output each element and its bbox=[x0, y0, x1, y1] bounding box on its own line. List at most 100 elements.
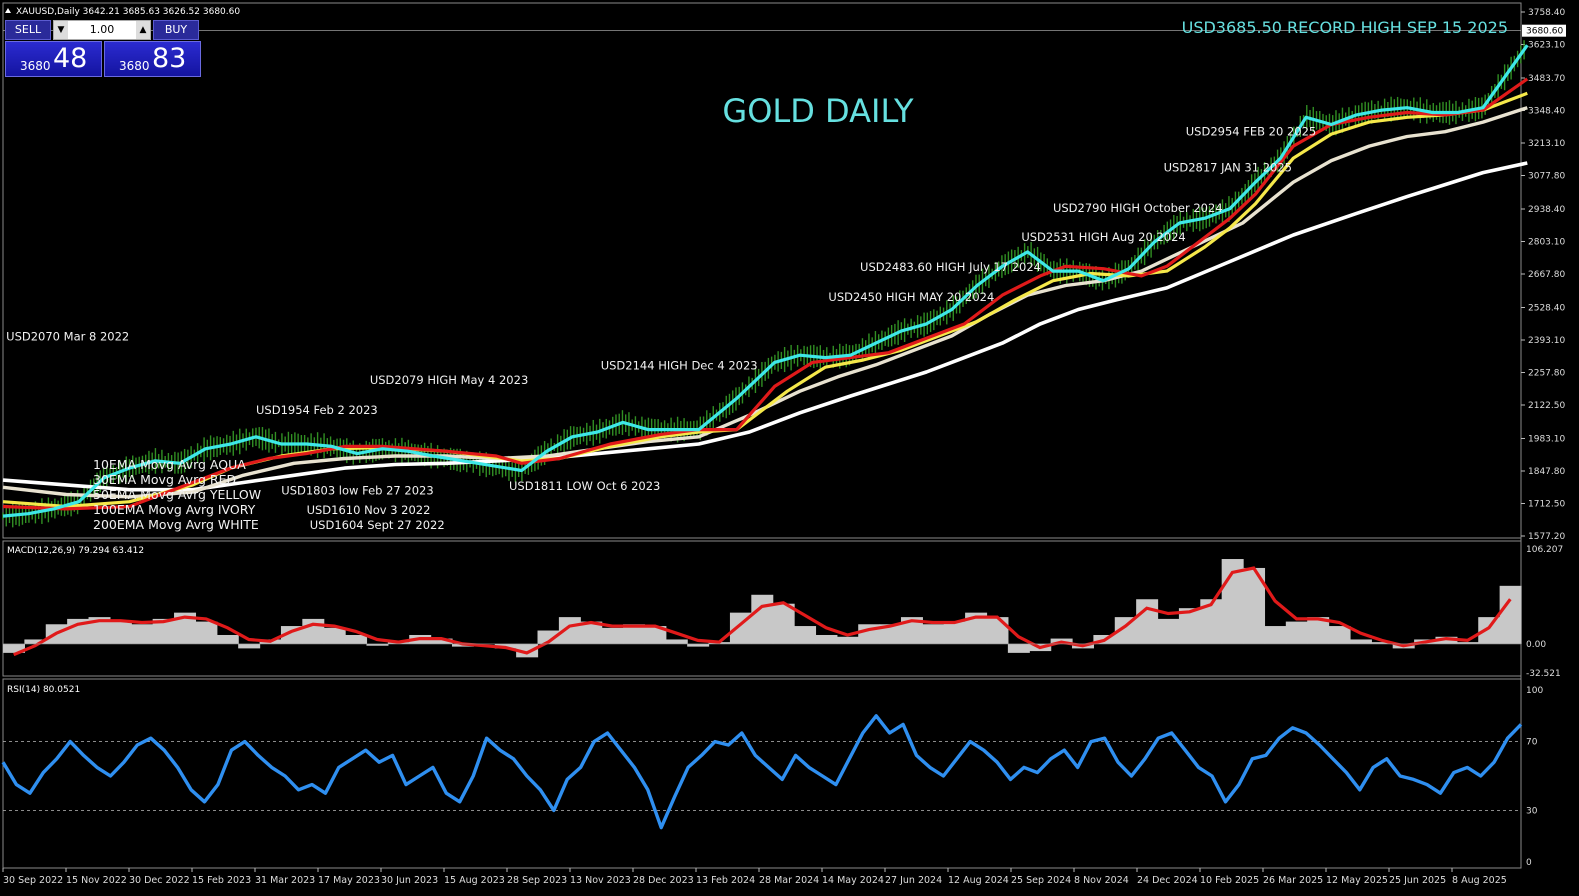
sell-price-small: 3680 bbox=[20, 59, 51, 73]
macd-bar bbox=[516, 643, 539, 658]
macd-bar bbox=[131, 624, 154, 644]
price-tick-label: 2938.40 bbox=[1528, 205, 1565, 215]
price-tick-label: 2122.50 bbox=[1528, 401, 1565, 411]
macd-bar bbox=[537, 630, 560, 644]
buy-price-big: 83 bbox=[152, 43, 187, 74]
price-tick-label: 2528.40 bbox=[1528, 303, 1565, 313]
legend-entry: 30EMA Movg Avrg RED bbox=[93, 472, 236, 487]
macd-bar bbox=[1285, 621, 1308, 644]
lot-size-field[interactable]: ▼ 1.00 ▲ bbox=[53, 20, 151, 40]
buy-price-box[interactable]: 3680 83 bbox=[104, 41, 201, 77]
macd-bar bbox=[900, 617, 923, 644]
chart-title: GOLD DAILY bbox=[722, 92, 914, 130]
price-tick-label: 3213.10 bbox=[1528, 139, 1565, 149]
macd-bar bbox=[644, 626, 667, 644]
price-annotation: USD2070 Mar 8 2022 bbox=[6, 330, 129, 344]
macd-bar bbox=[623, 624, 646, 644]
date-tick-label: 13 Nov 2023 bbox=[570, 875, 631, 886]
date-tick-label: 28 Mar 2024 bbox=[759, 875, 819, 886]
date-tick-label: 26 Mar 2025 bbox=[1263, 875, 1323, 886]
macd-bar bbox=[216, 634, 239, 644]
macd-bar bbox=[1435, 636, 1458, 644]
rsi-tick-label: 70 bbox=[1526, 738, 1538, 748]
rsi-line bbox=[1, 714, 1523, 830]
macd-bar bbox=[174, 612, 197, 644]
macd-bar bbox=[3, 643, 25, 653]
sell-price-big: 48 bbox=[53, 43, 88, 74]
macd-bar bbox=[1200, 599, 1223, 644]
sell-button[interactable]: SELL bbox=[5, 20, 51, 40]
date-tick-label: 28 Sep 2023 bbox=[507, 875, 567, 886]
macd-bar bbox=[24, 639, 47, 644]
macd-bar bbox=[238, 643, 261, 649]
current-price-tag bbox=[1522, 24, 1566, 37]
macd-bar bbox=[152, 618, 175, 644]
date-tick-label: 30 Jun 2023 bbox=[381, 875, 438, 886]
date-tick-label: 8 Nov 2024 bbox=[1074, 875, 1129, 886]
macd-bar bbox=[772, 603, 795, 644]
macd-bar bbox=[1328, 626, 1351, 644]
macd-bar bbox=[879, 624, 902, 644]
symbol-header: XAUUSD,Daily 3642.21 3685.63 3626.52 368… bbox=[16, 7, 240, 17]
date-tick-label: 10 Feb 2025 bbox=[1200, 875, 1259, 886]
macd-bar bbox=[1136, 599, 1159, 644]
lot-decrease-icon[interactable]: ▼ bbox=[54, 21, 68, 39]
macd-bar bbox=[943, 621, 966, 644]
macd-tick-label: 106.207 bbox=[1526, 545, 1563, 555]
macd-bar bbox=[794, 626, 817, 644]
date-tick-label: 27 Jun 2024 bbox=[885, 875, 942, 886]
date-tick-label: 28 Dec 2023 bbox=[633, 875, 694, 886]
price-tick-label: 1577.20 bbox=[1528, 532, 1565, 542]
price-annotation: USD2079 HIGH May 4 2023 bbox=[370, 373, 528, 387]
macd-bar bbox=[1371, 642, 1394, 644]
price-tick-label: 2393.10 bbox=[1528, 336, 1565, 346]
price-annotation: USD2144 HIGH Dec 4 2023 bbox=[601, 359, 758, 373]
date-tick-label: 13 Feb 2024 bbox=[696, 875, 755, 886]
macd-bar bbox=[815, 634, 838, 644]
price-annotation: USD2483.60 HIGH July 17 2024 bbox=[860, 260, 1041, 274]
date-tick-label: 14 May 2024 bbox=[822, 875, 884, 886]
price-tick-label: 2667.80 bbox=[1528, 270, 1565, 280]
macd-tick-label: -32.521 bbox=[1526, 669, 1561, 679]
price-annotation: USD2531 HIGH Aug 20 2024 bbox=[1021, 230, 1185, 244]
macd-bar bbox=[1114, 617, 1137, 644]
price-annotation: USD2954 FEB 20 2025 bbox=[1186, 124, 1316, 138]
macd-bar bbox=[109, 621, 132, 644]
macd-tick-label: 0.00 bbox=[1526, 640, 1546, 650]
rsi-tick-label: 0 bbox=[1526, 858, 1532, 868]
price-tick-label: 1983.10 bbox=[1528, 434, 1565, 444]
date-tick-label: 12 Aug 2024 bbox=[948, 875, 1009, 886]
rsi-tick-label: 30 bbox=[1526, 806, 1538, 816]
macd-bar bbox=[430, 638, 453, 644]
lot-size-value[interactable]: 1.00 bbox=[89, 23, 115, 36]
pane-frame-2 bbox=[2, 678, 1522, 869]
price-annotation: USD1803 low Feb 27 2023 bbox=[281, 483, 433, 497]
current-price-tag-label: 3680.60 bbox=[1526, 27, 1563, 37]
macd-bar bbox=[1499, 585, 1522, 644]
macd-bar bbox=[302, 618, 325, 644]
lot-increase-icon[interactable]: ▲ bbox=[136, 21, 150, 39]
macd-signal-line bbox=[13, 566, 1512, 657]
date-tick-label: 30 Dec 2022 bbox=[129, 875, 190, 886]
date-tick-label: 30 Sep 2022 bbox=[3, 875, 63, 886]
macd-bar bbox=[687, 643, 710, 647]
buy-button[interactable]: BUY bbox=[153, 20, 199, 40]
macd-bar bbox=[922, 624, 945, 644]
price-tick-label: 3483.70 bbox=[1528, 74, 1565, 84]
macd-bar bbox=[580, 621, 603, 644]
date-tick-label: 15 Feb 2023 bbox=[192, 875, 251, 886]
chart-subtitle: USD3685.50 RECORD HIGH SEP 15 2025 bbox=[1182, 18, 1508, 37]
date-tick-label: 15 Nov 2022 bbox=[66, 875, 127, 886]
price-tick-label: 2257.80 bbox=[1528, 368, 1565, 378]
legend-entry: 10EMA Movg Avrg AQUA bbox=[93, 457, 246, 472]
sell-price-box[interactable]: 3680 48 bbox=[5, 41, 102, 77]
macd-bar bbox=[751, 594, 774, 644]
one-click-trading-panel: SELL ▼ 1.00 ▲ BUY 3680 48 3680 83 bbox=[5, 20, 201, 77]
date-tick-label: 8 Aug 2025 bbox=[1452, 875, 1507, 886]
macd-bar bbox=[1456, 642, 1479, 644]
ema-line-0 bbox=[2, 44, 1529, 518]
price-annotation: USD2450 HIGH MAY 20 2024 bbox=[828, 290, 994, 304]
price-tick-label: 3758.40 bbox=[1528, 8, 1565, 18]
macd-title: MACD(12,26,9) 79.294 63.412 bbox=[7, 546, 144, 556]
